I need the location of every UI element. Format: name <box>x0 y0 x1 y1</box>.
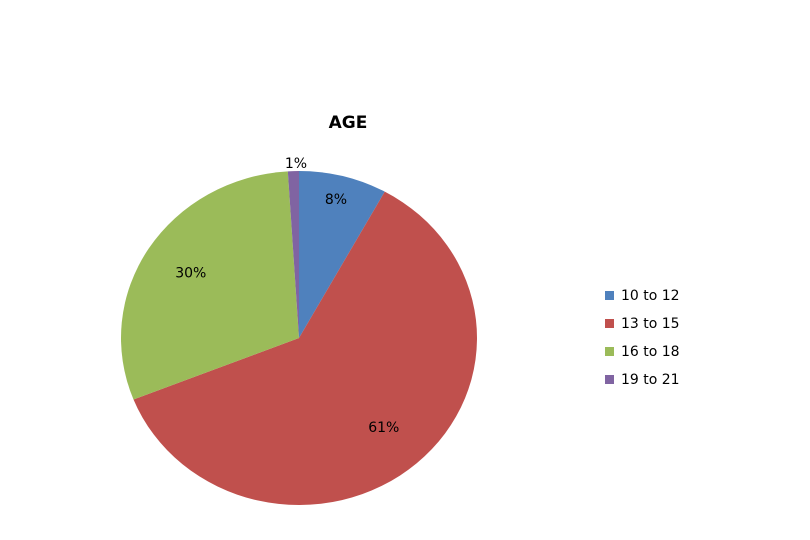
pie-slice-16-to-18 <box>120 171 299 400</box>
legend-swatch-16-to-18 <box>605 347 614 356</box>
legend-label-19-to-21: 19 to 21 <box>621 372 680 388</box>
chart-title: AGE <box>329 113 368 133</box>
pie-slice-labels: 8% 61% 30% 1% <box>175 156 399 436</box>
slice-label-19-to-21: 1% <box>285 156 307 172</box>
pie-slices <box>120 171 477 506</box>
legend-swatch-10-to-12 <box>605 291 614 300</box>
slice-label-16-to-18: 30% <box>175 266 206 282</box>
legend-label-16-to-18: 16 to 18 <box>621 344 680 360</box>
legend-swatch-19-to-21 <box>605 375 614 384</box>
legend-label-10-to-12: 10 to 12 <box>621 288 680 304</box>
pie-slice-19-to-21 <box>287 171 299 338</box>
slice-label-13-to-15: 61% <box>368 420 399 436</box>
pie-slice-13-to-15 <box>133 191 477 506</box>
legend-label-13-to-15: 13 to 15 <box>621 316 680 332</box>
slice-label-10-to-12: 8% <box>325 192 347 208</box>
legend: 10 to 12 13 to 15 16 to 18 19 to 21 <box>605 288 680 388</box>
legend-swatch-13-to-15 <box>605 319 614 328</box>
pie-slice-10-to-12 <box>299 171 385 338</box>
